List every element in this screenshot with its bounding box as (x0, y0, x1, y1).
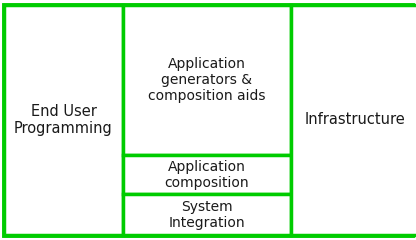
Bar (123, 5, 291, 155)
Text: Application
composition: Application composition (165, 160, 249, 190)
Bar (123, 155, 291, 194)
Text: End User
Programming: End User Programming (14, 104, 113, 136)
Bar (291, 5, 416, 235)
Bar (123, 194, 291, 235)
Text: System
Integration: System Integration (168, 200, 245, 230)
Bar (4, 5, 123, 235)
Text: Application
generators &
composition aids: Application generators & composition aid… (148, 57, 266, 103)
Text: Infrastructure: Infrastructure (305, 113, 406, 127)
